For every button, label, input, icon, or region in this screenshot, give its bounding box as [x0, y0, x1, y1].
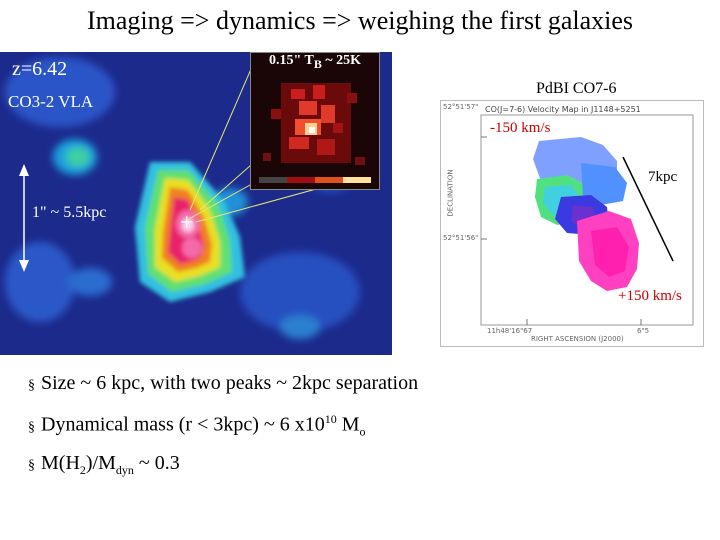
inset-map-graphic	[251, 53, 379, 189]
bullet-marker-icon: §	[28, 419, 35, 435]
velocity-plus-label: +150 km/s	[618, 288, 682, 304]
bullet-marker-icon: §	[28, 458, 35, 473]
pdbi-label: PdBI CO7-6	[536, 80, 617, 97]
redshift-label: z=6.42	[12, 58, 68, 80]
slide-title: Imaging => dynamics => weighing the firs…	[86, 6, 634, 35]
highres-inset: 0.15" TB ~ 25K	[250, 52, 380, 190]
bullet-dynamical-mass: § Dynamical mass (r < 3kpc) ~ 6 x1010 Mo	[28, 412, 628, 452]
inset-label: 0.15" TB ~ 25K	[268, 53, 362, 71]
ytick-top: 52°51'57"	[443, 103, 479, 111]
bullet-ratio-text: M(H2)/Mdyn ~ 0.3	[41, 452, 180, 477]
velocity-minus-label: -150 km/s	[490, 120, 551, 136]
bullet-mass-text: Dynamical mass (r < 3kpc) ~ 6 x1010 Mo	[41, 412, 366, 439]
xtick-right: 6"5	[637, 327, 650, 335]
xtick-left: 11h48'16"67	[487, 327, 533, 335]
bullet-list: § Size ~ 6 kpc, with two peaks ~ 2kpc se…	[28, 372, 628, 492]
position-cross: +	[180, 210, 194, 236]
kpc-scale-label: 7kpc	[648, 169, 678, 185]
yaxis-label: DECLINATION	[446, 169, 455, 217]
bullet-marker-icon: §	[28, 378, 35, 393]
scale-label: 1" ~ 5.5kpc	[32, 204, 107, 221]
velocity-map-header: CO(J=7-6) Velocity Map in J1148+5251	[485, 105, 641, 114]
xaxis-label: RIGHT ASCENSION (J2000)	[531, 335, 624, 343]
bullet-size: § Size ~ 6 kpc, with two peaks ~ 2kpc se…	[28, 372, 628, 412]
ytick-bottom: 52°51'56"	[443, 234, 479, 242]
vla-label: CO3-2 VLA	[8, 92, 94, 111]
velocity-map-graphic	[480, 114, 694, 326]
bullet-size-text: Size ~ 6 kpc, with two peaks ~ 2kpc sepa…	[41, 372, 419, 394]
velocity-map: CO(J=7-6) Velocity Map in J1148+5251 52°…	[440, 100, 704, 347]
bullet-gas-fraction: § M(H2)/Mdyn ~ 0.3	[28, 452, 628, 492]
